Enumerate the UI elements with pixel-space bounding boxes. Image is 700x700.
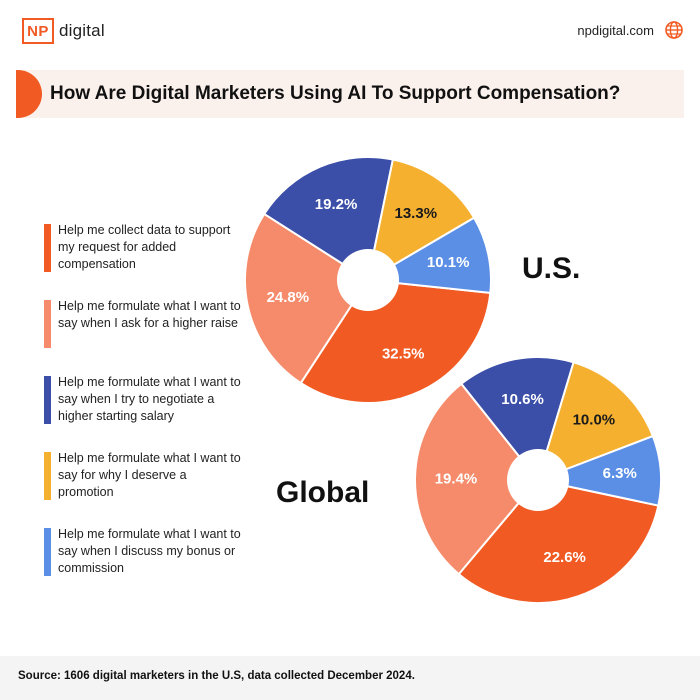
pie-global: 22.6% 19.4% 10.6% 10.0% 6.3%	[414, 356, 662, 604]
pie-slice-starting-salary	[262, 156, 395, 282]
slice-label-starting-salary: 19.2%	[315, 196, 358, 213]
pie-slice-higher-raise	[244, 212, 370, 385]
pie-slice-promotion	[536, 361, 655, 482]
np-digital-logo[interactable]: NP digital	[22, 18, 105, 44]
legend-label: Help me formulate what I want to say whe…	[58, 375, 241, 423]
legend-swatch	[44, 224, 51, 272]
logo-box: NP	[22, 18, 54, 44]
slice-label-promotion: 13.3%	[395, 205, 438, 222]
legend-label: Help me collect data to support my reque…	[58, 223, 231, 271]
slice-label-higher-raise: 24.8%	[267, 289, 310, 306]
legend-swatch	[44, 300, 51, 348]
region-label-global: Global	[276, 476, 370, 509]
header: NP digital npdigital.com	[0, 0, 700, 62]
pie-slice-starting-salary	[459, 356, 575, 483]
legend-label: Help me formulate what I want to say whe…	[58, 299, 241, 330]
source-note: Source: 1606 digital marketers in the U.…	[18, 670, 415, 682]
legend: Help me collect data to support my reque…	[44, 222, 244, 602]
legend-item-collect-data: Help me collect data to support my reque…	[44, 222, 244, 298]
legend-item-promotion: Help me formulate what I want to say for…	[44, 450, 244, 526]
globe-icon[interactable]	[664, 20, 684, 40]
slice-label-bonus: 10.1%	[427, 254, 470, 271]
pie-slice-bonus	[364, 216, 492, 294]
logo-text: digital	[59, 21, 105, 40]
slice-label-starting-salary: 10.6%	[501, 391, 544, 408]
legend-item-higher-raise: Help me formulate what I want to say whe…	[44, 298, 244, 374]
slice-label-promotion: 10.0%	[573, 411, 616, 428]
pie-center-hole	[507, 449, 569, 511]
pie-center-hole	[337, 249, 399, 311]
legend-swatch	[44, 376, 51, 424]
site-url[interactable]: npdigital.com	[577, 23, 654, 38]
pie-slice-higher-raise	[414, 382, 540, 576]
pie-us: 32.5% 24.8% 19.2% 13.3% 10.1%	[244, 156, 492, 404]
legend-label: Help me formulate what I want to say whe…	[58, 527, 241, 575]
chart-title: How Are Digital Marketers Using AI To Su…	[50, 83, 621, 104]
legend-item-starting-salary: Help me formulate what I want to say whe…	[44, 374, 244, 450]
region-label-us: U.S.	[522, 252, 581, 285]
slice-label-collect-data: 22.6%	[543, 549, 586, 566]
slice-label-bonus: 6.3%	[603, 465, 637, 482]
title-bar: How Are Digital Marketers Using AI To Su…	[16, 70, 684, 118]
slice-label-higher-raise: 19.4%	[435, 470, 478, 487]
pie-slice-collect-data	[457, 478, 660, 604]
pie-slice-bonus	[534, 434, 662, 507]
legend-swatch	[44, 528, 51, 576]
legend-label: Help me formulate what I want to say for…	[58, 451, 241, 499]
pie-slice-promotion	[366, 158, 476, 283]
legend-swatch	[44, 452, 51, 500]
legend-item-bonus: Help me formulate what I want to say whe…	[44, 526, 244, 602]
footer: Source: 1606 digital marketers in the U.…	[0, 656, 700, 700]
slice-label-collect-data: 32.5%	[382, 346, 425, 363]
